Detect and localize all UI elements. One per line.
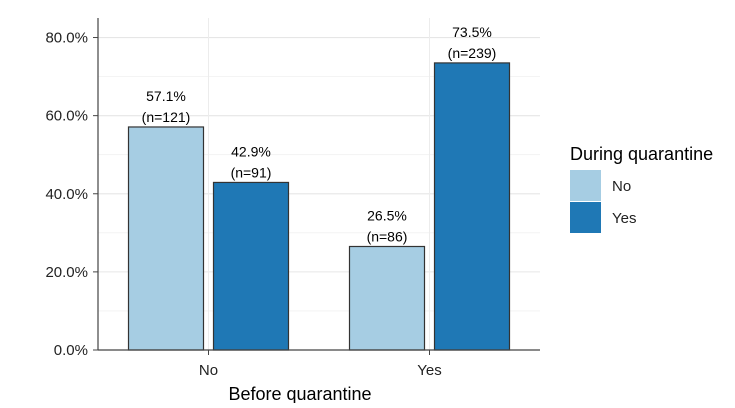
legend-swatch-no: [570, 170, 601, 201]
y-tick-label: 80.0%: [45, 30, 88, 47]
data-label-percent: 26.5%: [367, 207, 407, 223]
data-label-percent: 73.5%: [452, 24, 492, 40]
data-label-percent: 57.1%: [146, 88, 186, 104]
bar-yes-no: [348, 245, 426, 351]
x-axis-title: Before quarantine: [228, 384, 371, 403]
data-label-count: (n=239): [448, 45, 497, 61]
y-tick-label: 20.0%: [45, 264, 88, 281]
legend-label-no: No: [612, 178, 631, 195]
legend-label-yes: Yes: [612, 210, 636, 227]
data-label-layer: 57.1% (n=121) 42.9% (n=91) 26.5% (n=86) 73.5% (…: [142, 24, 497, 245]
x-tick-label: No: [199, 362, 218, 379]
data-label-count: (n=86): [367, 228, 408, 244]
bar-no-no: [127, 126, 205, 351]
bar-no-yes: [212, 181, 290, 351]
axis-layer: No Yes 0.0% 20.0% 40.0% 60.0% 80.0%: [45, 18, 540, 379]
data-label-count: (n=91): [231, 164, 272, 180]
legend: During quarantine No Yes: [570, 144, 713, 233]
legend-title: During quarantine: [570, 144, 713, 164]
y-tick-label: 60.0%: [45, 108, 88, 125]
bar-layer: [127, 62, 511, 351]
data-label-percent: 42.9%: [231, 143, 271, 159]
y-tick-label: 40.0%: [45, 186, 88, 203]
legend-swatch-yes: [570, 202, 601, 233]
x-tick-label: Yes: [417, 362, 441, 379]
data-label-count: (n=121): [142, 109, 191, 125]
y-tick-label: 0.0%: [54, 342, 88, 359]
bar-yes-yes: [433, 62, 511, 351]
